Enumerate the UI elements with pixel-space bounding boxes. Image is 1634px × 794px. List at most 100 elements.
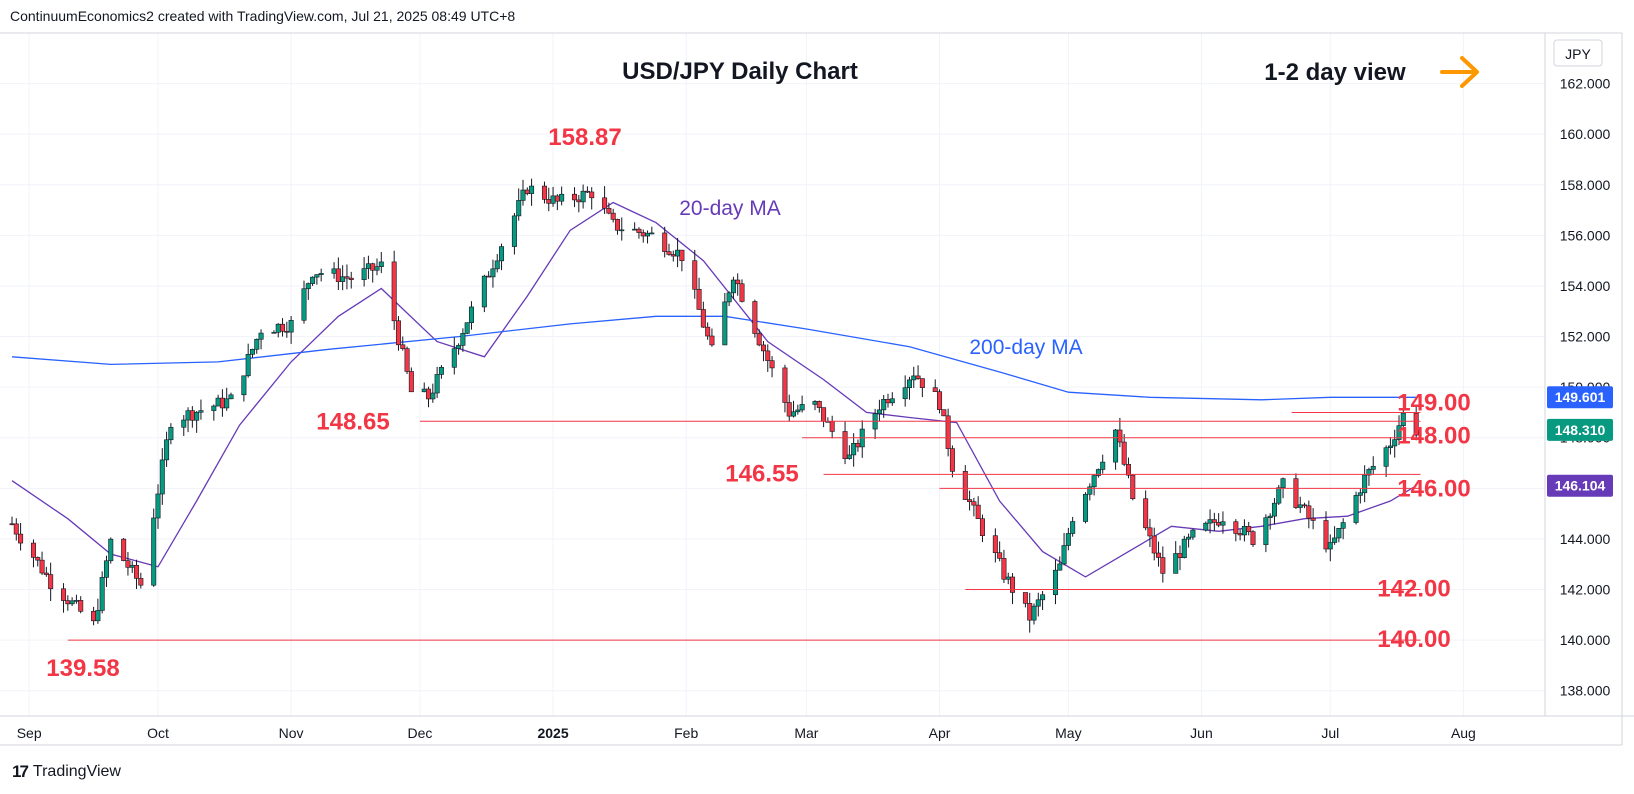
candle-body: [1001, 558, 1007, 580]
y-tick-label: 154.000: [1560, 278, 1611, 294]
candle: [941, 409, 947, 417]
candle: [486, 271, 492, 278]
candle-body: [816, 401, 822, 408]
candle: [730, 276, 736, 300]
candle-body: [13, 523, 19, 535]
candle: [108, 537, 114, 564]
candle-body: [400, 344, 406, 349]
candle: [1095, 468, 1101, 478]
candle-body: [1147, 527, 1153, 537]
candle-body: [73, 600, 79, 602]
candle: [1332, 526, 1338, 545]
candle: [550, 186, 556, 207]
candle: [541, 181, 547, 204]
candle: [1302, 502, 1308, 509]
candle: [829, 415, 835, 439]
candle-body: [464, 322, 470, 334]
candle-body: [1065, 533, 1071, 546]
candle-body: [550, 195, 556, 204]
candle: [636, 227, 642, 239]
candle: [855, 439, 861, 452]
currency-badge: [1553, 39, 1603, 67]
candle: [606, 202, 612, 215]
candle-body: [344, 276, 350, 279]
candle: [1203, 521, 1209, 532]
candle-body: [1241, 526, 1247, 536]
candle: [1130, 474, 1136, 501]
candle: [554, 194, 560, 211]
candle-body: [421, 388, 427, 393]
candle-body: [181, 419, 187, 428]
candle-body: [524, 189, 530, 194]
candle-body: [404, 348, 410, 372]
candle-body: [722, 301, 728, 346]
candle: [975, 496, 981, 520]
candle-body: [619, 229, 625, 232]
candle: [1353, 491, 1359, 525]
candle-body: [1156, 552, 1162, 558]
price-tags: 149.601 148.310 146.104: [1547, 386, 1613, 497]
candle: [30, 539, 36, 568]
candle-body: [228, 394, 234, 400]
candle-body: [348, 277, 354, 280]
candle-body: [1357, 492, 1363, 496]
price-tag-box: [1547, 418, 1613, 441]
candle: [1147, 518, 1153, 548]
candle: [821, 407, 827, 428]
candle-body: [885, 399, 891, 404]
candle: [791, 400, 797, 418]
candle-body: [1173, 553, 1179, 574]
candle: [1117, 417, 1123, 448]
candle: [211, 404, 217, 421]
candle: [69, 597, 75, 607]
candle-body: [125, 560, 131, 568]
candle: [1035, 592, 1041, 617]
price-tag-label: 148.310: [1555, 422, 1606, 438]
candle-body: [1031, 605, 1037, 621]
candle: [438, 365, 444, 379]
x-tick-label: Mar: [794, 725, 818, 741]
candle-body: [675, 249, 681, 257]
candle-body: [494, 260, 500, 270]
candle-body: [735, 279, 741, 285]
candle: [1241, 519, 1247, 542]
candle-body: [1362, 474, 1368, 494]
candle: [666, 243, 672, 256]
candle: [1336, 528, 1342, 543]
candle: [520, 179, 526, 206]
candle-body: [284, 330, 290, 333]
candle-body: [65, 600, 71, 605]
candle: [18, 522, 24, 551]
candle-body: [1233, 521, 1239, 534]
candle: [945, 408, 951, 457]
y-tick-label: 156.000: [1560, 227, 1611, 243]
candle: [374, 258, 380, 276]
candle-body: [520, 189, 526, 201]
candle: [219, 389, 225, 417]
candle: [1190, 528, 1196, 540]
tradingview-brand[interactable]: 17 TradingView: [12, 762, 121, 782]
candle-body: [795, 409, 801, 413]
candle-body: [30, 542, 36, 558]
candle: [365, 255, 371, 280]
chart-attribution: ContinuumEconomics2 created with Trading…: [10, 8, 516, 24]
candle-body: [670, 254, 676, 257]
candle-body: [649, 232, 655, 235]
candle: [619, 217, 625, 241]
candle: [1392, 429, 1398, 458]
annotation-label: 200-day MA: [969, 336, 1082, 359]
candle: [395, 316, 401, 351]
candle: [692, 249, 698, 299]
candle: [1091, 474, 1097, 496]
price-tag: 146.104: [1547, 474, 1613, 497]
candle: [1121, 434, 1127, 467]
candle: [580, 184, 586, 209]
candle-body: [35, 557, 41, 561]
candle: [572, 187, 578, 208]
candle: [735, 273, 741, 296]
candle: [885, 393, 891, 408]
candle-body: [361, 268, 367, 280]
candle: [138, 572, 144, 589]
candle: [812, 400, 818, 411]
